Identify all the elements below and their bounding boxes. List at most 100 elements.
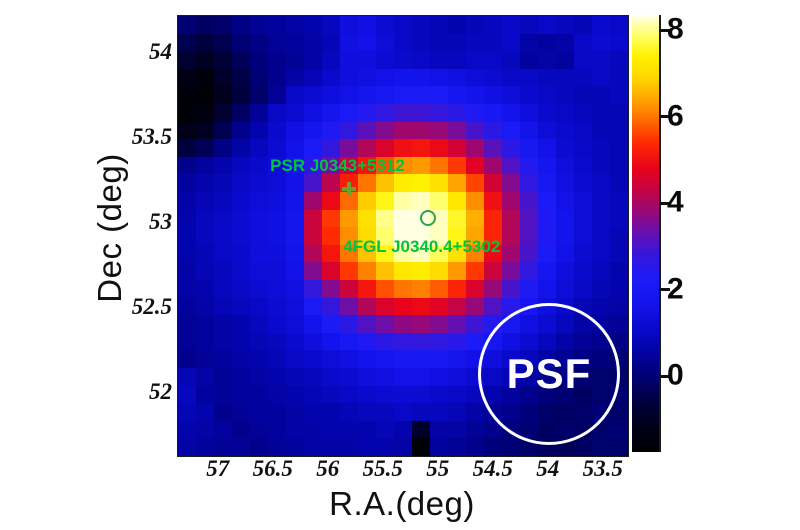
heatmap-cell <box>196 104 214 122</box>
heatmap-cell <box>250 315 268 333</box>
heatmap-cell <box>214 156 232 175</box>
psf-circle: PSF <box>478 303 620 445</box>
heatmap-cell <box>286 68 304 87</box>
heatmap-cell <box>340 192 358 210</box>
heatmap-cell <box>268 420 286 439</box>
heatmap-cell <box>376 280 394 298</box>
heatmap-cell <box>286 280 304 298</box>
heatmap-cell <box>574 209 592 228</box>
heatmap-cell <box>232 350 250 368</box>
heatmap-cell <box>520 51 538 69</box>
heatmap-cell <box>340 368 358 386</box>
heatmap-cell <box>322 368 340 386</box>
heatmap-cell <box>412 227 430 245</box>
heatmap-cell <box>574 68 592 87</box>
heatmap-cell <box>268 156 286 175</box>
heatmap-cell <box>556 227 574 245</box>
heatmap-cell <box>376 86 394 104</box>
heatmap-cell <box>412 368 430 386</box>
x-axis-tick-label: 56.5 <box>252 456 293 481</box>
heatmap-cell <box>592 227 610 245</box>
heatmap-cell <box>358 297 376 316</box>
heatmap-cell <box>484 209 502 228</box>
heatmap-cell <box>340 262 358 280</box>
heatmap-cell <box>430 368 448 386</box>
heatmap-cell <box>574 174 592 192</box>
heatmap-cell <box>556 33 574 52</box>
heatmap-cell <box>538 33 556 52</box>
heatmap-cell <box>214 209 232 228</box>
heatmap-cell <box>196 139 214 157</box>
colorbar-tick <box>659 201 670 205</box>
heatmap-cell <box>376 227 394 245</box>
heatmap-cell <box>268 33 286 52</box>
heatmap-cell <box>520 68 538 87</box>
heatmap-cell <box>592 280 610 298</box>
heatmap-cell <box>556 192 574 210</box>
heatmap-cell <box>358 68 376 87</box>
heatmap-cell <box>556 51 574 69</box>
heatmap-cell <box>322 280 340 298</box>
heatmap-cell <box>340 33 358 52</box>
heatmap-cell <box>250 174 268 192</box>
heatmap-cell <box>430 350 448 368</box>
heatmap-cell <box>502 121 520 140</box>
y-axis-title: Dec (deg) <box>91 153 128 303</box>
x-axis-tick-label: 56 <box>316 456 340 481</box>
heatmap-cell <box>502 156 520 175</box>
heatmap-cell <box>430 262 448 280</box>
heatmap-cell <box>484 156 502 175</box>
heatmap-cell <box>574 104 592 122</box>
heatmap-cell <box>376 156 394 175</box>
heatmap-cell <box>358 315 376 333</box>
heatmap-cell <box>466 33 484 52</box>
heatmap-cell <box>376 139 394 157</box>
heatmap-cell <box>304 262 322 280</box>
heatmap-cell <box>556 209 574 228</box>
heatmap-cell <box>502 86 520 104</box>
heatmap-cell <box>394 297 412 316</box>
heatmap-cell <box>538 174 556 192</box>
colorbar-tick-label: 2 <box>667 272 684 306</box>
heatmap-cell <box>196 332 214 351</box>
heatmap-cell <box>304 420 322 439</box>
heatmap-cell <box>394 350 412 368</box>
heatmap-cell <box>376 174 394 192</box>
heatmap-cell <box>196 262 214 280</box>
heatmap-cell <box>466 139 484 157</box>
heatmap-cell <box>178 332 196 351</box>
heatmap-cell <box>412 315 430 333</box>
heatmap-cell <box>520 121 538 140</box>
colorbar-tick <box>659 374 670 378</box>
heatmap-cell <box>556 86 574 104</box>
heatmap-cell <box>304 244 322 263</box>
psf-label: PSF <box>506 350 592 397</box>
colorbar-tick-label: 8 <box>667 12 684 46</box>
heatmap-cell <box>322 192 340 210</box>
heatmap-cell <box>304 209 322 228</box>
heatmap-cell <box>304 139 322 157</box>
heatmap-cell <box>484 420 502 439</box>
heatmap-cell <box>592 104 610 122</box>
heatmap-cell <box>286 51 304 69</box>
heatmap-cell <box>232 368 250 386</box>
heatmap-cell <box>250 33 268 52</box>
heatmap-cell <box>394 332 412 351</box>
heatmap-cell <box>358 420 376 439</box>
heatmap-cell <box>232 121 250 140</box>
heatmap-cell <box>610 104 628 122</box>
heatmap-cell <box>214 438 232 456</box>
heatmap-cell <box>592 262 610 280</box>
heatmap-cell <box>214 16 232 34</box>
heatmap-cell <box>286 209 304 228</box>
heatmap-cell <box>178 262 196 280</box>
heatmap-cell <box>322 68 340 87</box>
heatmap-cell <box>178 244 196 263</box>
heatmap-cell <box>448 68 466 87</box>
heatmap-cell <box>412 280 430 298</box>
heatmap-cell <box>574 51 592 69</box>
heatmap-cell <box>412 33 430 52</box>
heatmap-cell <box>250 209 268 228</box>
heatmap-cell <box>340 16 358 34</box>
heatmap-cell <box>250 192 268 210</box>
